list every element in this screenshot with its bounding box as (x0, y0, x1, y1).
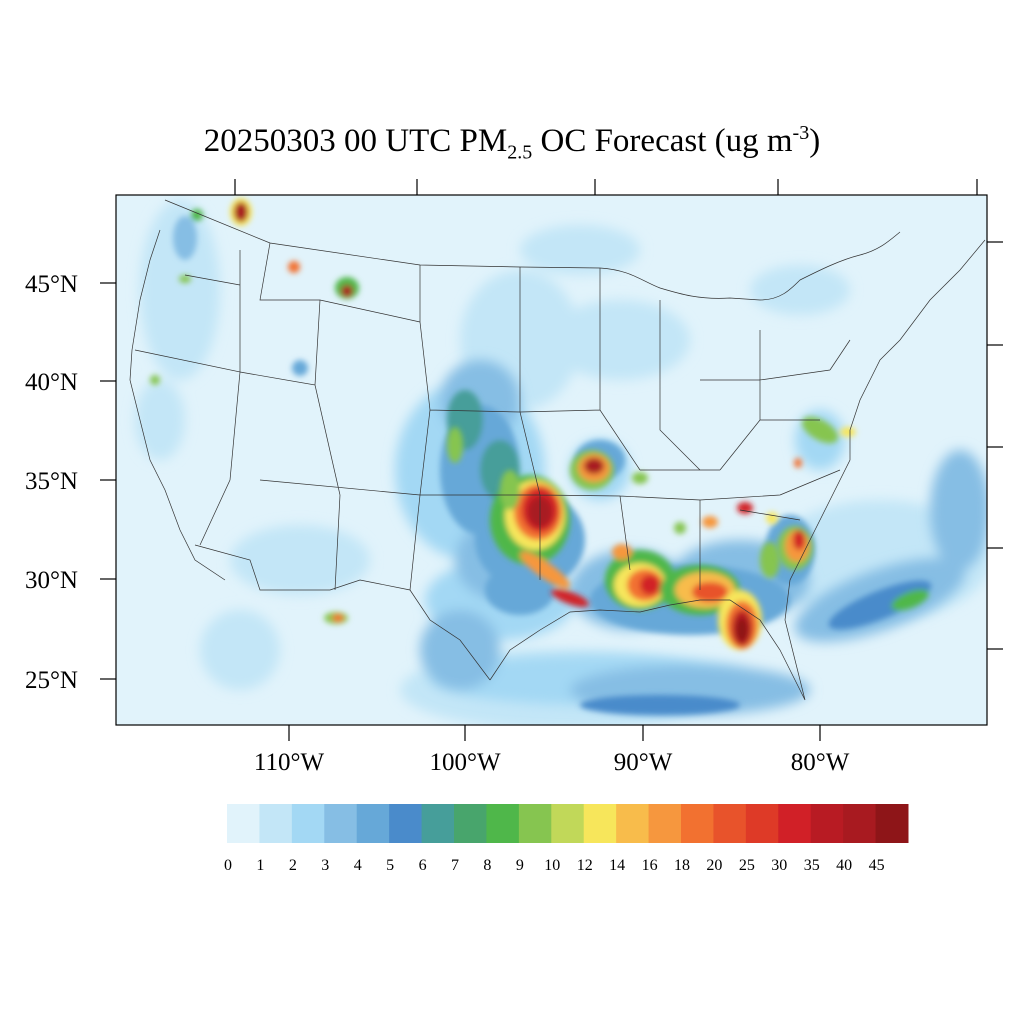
colorbar-label: 7 (451, 857, 459, 874)
longitude-label: 100°W (429, 749, 500, 776)
title-subscript: 2.5 (507, 141, 533, 164)
map-frame (115, 194, 988, 726)
colorbar-swatch (810, 804, 844, 843)
colorbar-label: 18 (674, 857, 690, 874)
plume-missouri (570, 450, 648, 490)
colorbar-label: 10 (544, 857, 560, 874)
colorbar-label: 0 (224, 857, 232, 874)
title-suffix: ) (809, 123, 821, 159)
colorbar-swatch (843, 804, 877, 843)
latitude-label: 45°N (25, 271, 78, 298)
west-coast (129, 229, 226, 581)
map-title: 20250303 00 UTC PM2.5 OC Forecast (ug m-… (0, 122, 1024, 165)
colorbar-label: 35 (804, 857, 820, 874)
colorbar-label: 8 (483, 857, 491, 874)
colorbar-swatch (745, 804, 779, 843)
colorbar-swatch (259, 804, 293, 843)
colorbar-label: 5 (386, 857, 394, 874)
colorbar-swatch (518, 804, 552, 843)
great-lakes-outline (599, 231, 901, 301)
colorbar-swatch (421, 804, 455, 843)
colorbar-swatch (291, 804, 325, 843)
mexico-border (194, 544, 491, 681)
latitude-label: 25°N (25, 667, 78, 694)
concentration-field (135, 198, 987, 725)
title-middle: OC Forecast (ug m (532, 123, 793, 159)
boundaries (129, 199, 986, 701)
colorbar-label: 2 (289, 857, 297, 874)
plume-carolinas (674, 416, 856, 570)
colorbar-swatch (227, 804, 260, 843)
longitude-labels: 110°W 100°W 90°W 80°W (254, 749, 850, 776)
colorbar-swatch (486, 804, 520, 843)
colorbar-labels: 0 1 2 3 4 5 6 7 8 9 10 12 14 16 18 20 25 30 35 40 45 (224, 857, 885, 874)
colorbar-label: 1 (256, 857, 264, 874)
colorbar-label: 30 (771, 857, 787, 874)
longitude-label: 110°W (254, 749, 325, 776)
gulf-coast (489, 379, 871, 701)
colorbar-swatch (713, 804, 747, 843)
longitude-label: 80°W (791, 749, 850, 776)
latitude-label: 35°N (25, 468, 78, 495)
latitude-labels: 45°N 40°N 35°N 30°N 25°N (25, 271, 78, 694)
colorbar-label: 6 (419, 857, 427, 874)
colorbar-swatch (616, 804, 650, 843)
longitude-label: 90°W (614, 749, 673, 776)
latitude-label: 30°N (25, 567, 78, 594)
east-coast (869, 239, 986, 381)
colorbar-label: 40 (836, 857, 852, 874)
colorbar-swatch (389, 804, 423, 843)
colorbar-label: 9 (516, 857, 524, 874)
colorbar-swatch (778, 804, 812, 843)
colorbar-swatch (648, 804, 682, 843)
state-lines-west (134, 242, 540, 591)
title-prefix: 20250303 00 UTC PM (203, 123, 508, 159)
colorbar-swatch (875, 804, 909, 843)
colorbar-label: 4 (354, 857, 362, 874)
title-superscript: -3 (792, 122, 810, 144)
colorbar-label: 25 (739, 857, 755, 874)
colorbar-swatch (356, 804, 390, 843)
colorbar-label: 14 (609, 857, 625, 874)
colorbar-swatch (681, 804, 714, 843)
colorbar-label: 16 (642, 857, 658, 874)
state-lines-central (519, 267, 851, 590)
colorbar-swatch (583, 804, 617, 843)
colorbar (227, 804, 909, 843)
plume-west (150, 198, 359, 624)
colorbar-swatch (454, 804, 487, 843)
latitude-label: 40°N (25, 369, 78, 396)
ticks (100, 179, 1003, 741)
colorbar-label: 45 (869, 857, 885, 874)
colorbar-swatch (551, 804, 585, 843)
colorbar-label: 20 (706, 857, 722, 874)
colorbar-label: 12 (577, 857, 593, 874)
colorbar-swatch (324, 804, 358, 843)
colorbar-label: 3 (321, 857, 329, 874)
